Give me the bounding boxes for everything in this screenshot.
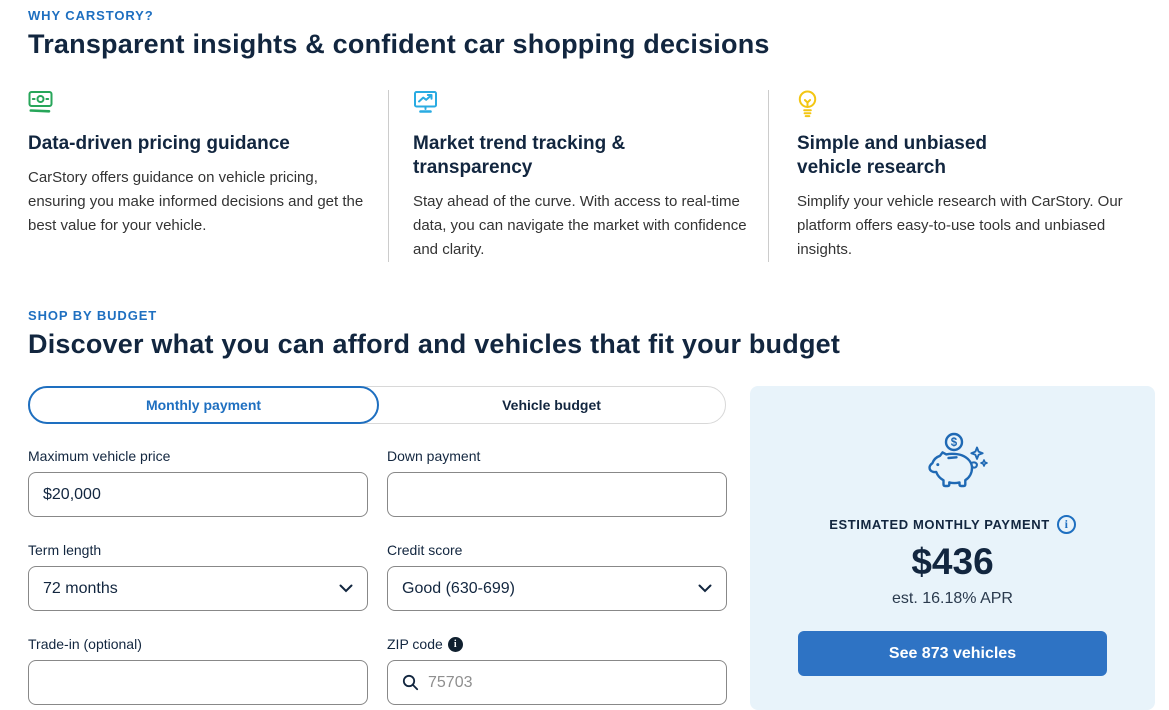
- svg-text:$: $: [950, 437, 957, 449]
- feature-market-trend: Market trend tracking & transparency Sta…: [388, 90, 768, 262]
- see-vehicles-button[interactable]: See 873 vehicles: [798, 631, 1107, 676]
- budget-eyebrow: SHOP BY BUDGET: [28, 308, 158, 323]
- zip-code-input[interactable]: [428, 673, 712, 692]
- credit-score-select[interactable]: Good (630-699): [387, 566, 727, 611]
- max-vehicle-price-input[interactable]: [43, 485, 353, 504]
- features-row: Data-driven pricing guidance CarStory of…: [28, 90, 1155, 262]
- payment-mode-tabs: Monthly payment Vehicle budget: [28, 386, 726, 424]
- estimated-payment-panel: $ ESTIMATED MONTHLY PAYMENT i $436: [750, 386, 1155, 710]
- max-vehicle-price-label: Maximum vehicle price: [28, 448, 368, 464]
- feature-title: Data-driven pricing guidance: [28, 133, 290, 154]
- feature-body: CarStory offers guidance on vehicle pric…: [28, 169, 364, 234]
- feature-title: Market trend tracking & transparency: [413, 133, 626, 178]
- payment-apr: est. 16.18% APR: [892, 590, 1013, 607]
- payment-info-icon[interactable]: i: [1056, 515, 1076, 534]
- zip-code-label: ZIP code i: [387, 636, 727, 652]
- term-length-select[interactable]: 72 months: [28, 566, 368, 611]
- credit-score-label: Credit score: [387, 542, 727, 558]
- trade-in-control: [28, 660, 368, 705]
- payment-label-row: ESTIMATED MONTHLY PAYMENT i: [798, 515, 1107, 534]
- feature-pricing-guidance: Data-driven pricing guidance CarStory of…: [28, 90, 388, 262]
- budget-fields-grid: Maximum vehicle price Down payment: [28, 448, 727, 705]
- field-label-text: Term length: [28, 542, 102, 558]
- field-label-text: Maximum vehicle price: [28, 448, 171, 464]
- why-carstory-section: WHY CARSTORY? Transparent insights & con…: [28, 8, 1155, 262]
- feature-body: Stay ahead of the curve. With access to …: [413, 193, 747, 258]
- feature-body: Simplify your vehicle research with CarS…: [797, 193, 1123, 258]
- trade-in-field: Trade-in (optional): [28, 636, 368, 705]
- budget-body: Monthly payment Vehicle budget Maximum v…: [28, 386, 1155, 710]
- cash-icon: [28, 90, 366, 120]
- field-label-text: Credit score: [387, 542, 463, 558]
- shop-by-budget-section: SHOP BY BUDGET Discover what you can aff…: [28, 308, 1155, 710]
- field-label-text: ZIP code: [387, 636, 443, 652]
- zip-info-icon[interactable]: i: [447, 636, 463, 652]
- tab-vehicle-budget[interactable]: Vehicle budget: [502, 397, 601, 413]
- down-payment-control: [387, 472, 727, 517]
- term-length-field: Term length 72 months: [28, 542, 368, 611]
- down-payment-label: Down payment: [387, 448, 727, 464]
- search-icon: [402, 674, 419, 691]
- budget-heading: Discover what you can afford and vehicle…: [28, 329, 841, 359]
- max-vehicle-price-control: [28, 472, 368, 517]
- max-vehicle-price-field: Maximum vehicle price: [28, 448, 368, 517]
- credit-score-value: Good (630-699): [402, 579, 515, 597]
- trade-in-input[interactable]: [43, 673, 353, 692]
- down-payment-input[interactable]: [402, 485, 712, 504]
- tab-monthly-payment[interactable]: Monthly payment: [28, 386, 379, 424]
- term-length-value: 72 months: [43, 579, 118, 597]
- piggy-bank-icon: $: [914, 432, 992, 501]
- field-label-text: Trade-in (optional): [28, 636, 142, 652]
- lightbulb-icon: [797, 90, 1154, 120]
- term-length-label: Term length: [28, 542, 368, 558]
- trade-in-label: Trade-in (optional): [28, 636, 368, 652]
- credit-score-field: Credit score Good (630-699): [387, 542, 727, 611]
- down-payment-field: Down payment: [387, 448, 727, 517]
- budget-form: Monthly payment Vehicle budget Maximum v…: [28, 386, 727, 705]
- field-label-text: Down payment: [387, 448, 481, 464]
- chevron-down-icon: [698, 584, 712, 593]
- payment-amount: $436: [911, 541, 994, 582]
- zip-code-field: ZIP code i: [387, 636, 727, 705]
- feature-title: Simple and unbiased vehicle research: [797, 133, 988, 178]
- why-eyebrow: WHY CARSTORY?: [28, 8, 154, 23]
- estimated-payment-label: ESTIMATED MONTHLY PAYMENT: [829, 517, 1050, 532]
- market-trend-board-icon: [413, 90, 768, 120]
- chevron-down-icon: [339, 584, 353, 593]
- why-heading: Transparent insights & confident car sho…: [28, 29, 770, 59]
- zip-code-control: [387, 660, 727, 705]
- feature-vehicle-research: Simple and unbiased vehicle research Sim…: [768, 90, 1154, 262]
